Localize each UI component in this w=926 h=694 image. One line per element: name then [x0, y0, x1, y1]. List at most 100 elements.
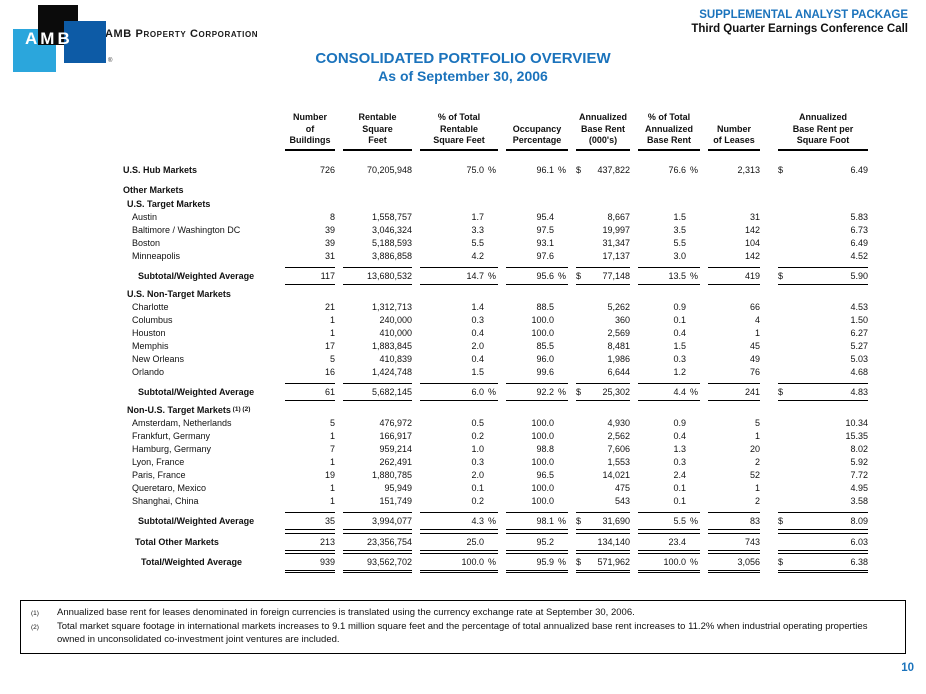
percent-sign: [484, 237, 498, 250]
dollar-sign: $: [778, 164, 784, 175]
logo-text: AMB: [25, 29, 73, 48]
row-label: Total Other Markets: [135, 536, 219, 547]
cell-pct-total-rsf: 0.3: [420, 456, 498, 469]
cell-buildings: 61: [285, 382, 335, 401]
column-header-rentable-sf: Rentable Square Feet: [343, 112, 412, 151]
row-label: Hamburg, Germany: [132, 443, 212, 454]
cell-value: 21: [324, 301, 335, 312]
row-label: Queretaro, Mexico: [132, 482, 207, 493]
column-header-line: % of Total: [437, 112, 481, 122]
cell-rent-per-sf: 3.58: [778, 495, 868, 508]
cell-value: 1,883,845: [371, 340, 412, 351]
cell-value: 0.2: [471, 495, 484, 506]
percent-sign: [686, 456, 700, 469]
cell-value: 4.83: [850, 386, 868, 397]
percent-sign: [484, 443, 498, 456]
column-header-pct-total-abr: % of Total Annualized Base Rent: [638, 112, 700, 151]
cell-pct-total-rsf: 0.2: [420, 430, 498, 443]
cell-value: 3.3: [471, 224, 484, 235]
cell-value: 100.0: [461, 556, 484, 567]
dollar-sign: [778, 327, 790, 340]
cell-value: 0.3: [673, 456, 686, 467]
row-label: U.S. Target Markets: [127, 198, 211, 209]
page-title-block: CONSOLIDATED PORTFOLIO OVERVIEW As of Se…: [0, 50, 926, 85]
cell-value: 6,644: [607, 366, 630, 377]
cell-value: 77,148: [602, 270, 630, 281]
cell-value: 39: [324, 224, 335, 235]
cell-pct-total-abr: 0.9: [638, 301, 700, 314]
percent-sign: %: [558, 270, 567, 281]
cell-num-leases: 419: [708, 266, 760, 285]
cell-occupancy-pct: 100.0: [506, 430, 568, 443]
cell-num-leases: 2,313: [708, 164, 760, 177]
cell-value: 5: [329, 353, 335, 364]
cell-rent-per-sf: 5.27: [778, 340, 868, 353]
cell-pct-total-rsf: 4.2: [420, 250, 498, 263]
cell-value: 5: [329, 417, 335, 428]
percent-sign: [686, 495, 700, 508]
footnote-text: Total market square footage in internati…: [57, 620, 868, 646]
column-header-line: Annualized: [578, 112, 627, 122]
percent-sign: [686, 353, 700, 366]
percent-sign: [554, 366, 568, 379]
cell-rent-per-sf: 10.34: [778, 417, 868, 430]
document-header: SUPPLEMENTAL ANALYST PACKAGE Third Quart…: [691, 8, 908, 36]
cell-pct-total-abr: 13.5%: [638, 266, 700, 285]
percent-sign: [554, 211, 568, 224]
cell-value: 726: [319, 164, 335, 175]
cell-value: 93,562,702: [366, 556, 412, 567]
cell-rentable-sf: 959,214: [343, 443, 412, 456]
percent-sign: [484, 417, 498, 430]
cell-value: 151,749: [379, 495, 412, 506]
cell-pct-total-abr: 0.1: [638, 482, 700, 495]
cell-value: 19,997: [602, 224, 630, 235]
cell-annualized-rent: $31,690: [576, 511, 630, 530]
percent-sign: %: [690, 270, 699, 281]
cell-occupancy-pct: 97.5: [506, 224, 568, 237]
column-header-line: Number: [716, 123, 751, 134]
cell-value: 5.5: [471, 237, 484, 248]
cell-rentable-sf: 1,312,713: [343, 301, 412, 314]
cell-annualized-rent: 5,262: [576, 301, 630, 314]
percent-sign: [484, 495, 498, 508]
table-row: Houston 1 410,000 0.4 100.0 2,569 0.4 1 6.27: [118, 327, 868, 340]
cell-value: 4.52: [850, 250, 868, 261]
percent-sign: [484, 536, 498, 548]
percent-sign: [484, 456, 498, 469]
cell-value: 100.0: [531, 495, 554, 506]
row-label: Baltimore / Washington DC: [132, 224, 241, 235]
dollar-sign: $: [778, 515, 784, 526]
dollar-sign: [778, 224, 790, 237]
percent-sign: %: [488, 515, 497, 526]
cell-value: 2,313: [737, 164, 760, 175]
cell-value: 95.2: [536, 536, 554, 547]
cell-value: 2,569: [607, 327, 630, 338]
table-body: U.S. Hub Markets 726 70,205,948 75.0% 96.1% $…: [118, 164, 868, 573]
dollar-sign: [576, 536, 588, 548]
percent-sign: [686, 469, 700, 482]
cell-occupancy-pct: 100.0: [506, 456, 568, 469]
cell-value: 4.4: [673, 386, 686, 397]
cell-rentable-sf: 70,205,948: [343, 164, 412, 177]
page-number: 10: [901, 662, 914, 674]
cell-rent-per-sf: 4.52: [778, 250, 868, 263]
cell-num-leases: 52: [708, 469, 760, 482]
package-title: SUPPLEMENTAL ANALYST PACKAGE: [699, 9, 908, 21]
cell-value: 1.5: [673, 211, 686, 222]
cell-value: 104: [744, 237, 760, 248]
page-subtitle: As of September 30, 2006: [378, 68, 548, 84]
cell-value: 4.68: [850, 366, 868, 377]
column-header-line: Square Foot: [796, 135, 850, 145]
cell-value: 8.02: [850, 443, 868, 454]
percent-sign: [554, 430, 568, 443]
cell-annualized-rent: 360: [576, 314, 630, 327]
cell-value: 7.72: [850, 469, 868, 480]
cell-value: 166,917: [379, 430, 412, 441]
cell-rentable-sf: 410,000: [343, 327, 412, 340]
dollar-sign: [576, 482, 588, 495]
cell-num-leases: 76: [708, 366, 760, 379]
cell-rent-per-sf: 5.92: [778, 456, 868, 469]
cell-value: 16: [324, 366, 335, 377]
cell-num-leases: 743: [708, 532, 760, 551]
dollar-sign: [576, 224, 588, 237]
